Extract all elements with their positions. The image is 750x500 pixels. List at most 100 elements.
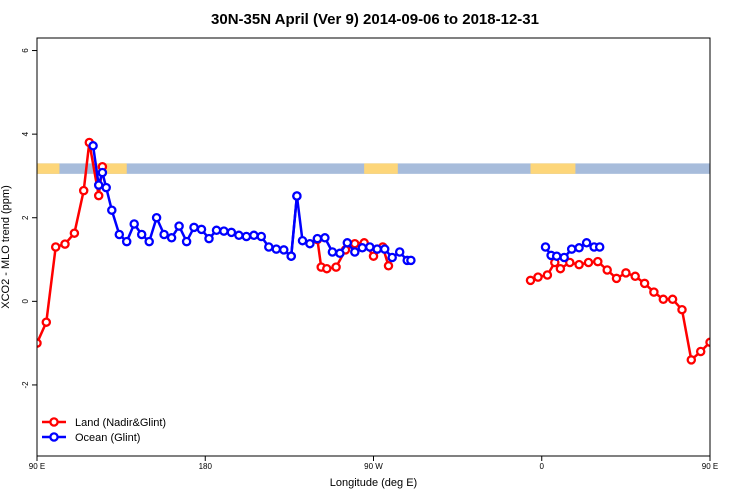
data-point-ocean-0-7 [129, 219, 139, 229]
data-point-ocean-1-2 [297, 235, 308, 246]
x-tick-label-2: 90 W [364, 462, 383, 471]
data-point-ocean-0-21 [234, 230, 244, 241]
land-band-3 [530, 163, 576, 174]
data-point-land-2-23 [731, 241, 738, 248]
data-point-land-2-25 [744, 187, 750, 194]
data-point-ocean-0-19 [219, 226, 229, 236]
data-point-ocean-0-2 [97, 167, 108, 178]
data-point-land-1-7 [368, 251, 379, 261]
data-point-ocean-2-5 [574, 243, 584, 253]
data-point-ocean-0-18 [211, 225, 222, 236]
data-point-land-2-10 [611, 273, 622, 284]
data-point-ocean-1-3 [305, 238, 315, 249]
data-point-ocean-1-8 [342, 238, 353, 248]
data-point-land-2-17 [677, 304, 687, 315]
data-point-ocean-0-24 [256, 231, 267, 242]
data-point-ocean-0-23 [249, 230, 259, 241]
legend-marker-land [49, 417, 59, 427]
data-point-ocean-1-4 [312, 233, 323, 244]
data-point-land-0-4 [69, 228, 80, 238]
data-point-ocean-0-11 [159, 229, 169, 240]
chart-title: 30N-35N April (Ver 9) 2014-09-06 to 2018… [211, 11, 539, 28]
data-point-ocean-0-15 [189, 222, 199, 233]
data-point-land-2-6 [574, 259, 584, 270]
series-layer [37, 137, 750, 365]
data-point-ocean-0-14 [181, 236, 192, 247]
data-point-ocean-1-6 [327, 247, 338, 257]
data-point-ocean-2-8 [594, 242, 605, 252]
y-tick-label-2: 2 [21, 215, 30, 220]
data-point-ocean-1-12 [372, 244, 382, 254]
data-point-ocean-1-15 [394, 247, 405, 257]
data-point-ocean-0-0 [88, 141, 98, 151]
data-point-land-2-12 [630, 271, 640, 282]
data-point-land-1-3 [331, 262, 341, 272]
series-ocean [88, 141, 605, 266]
data-point-ocean-1-17 [406, 255, 416, 266]
data-point-ocean-0-3 [101, 182, 111, 193]
data-point-ocean-1-0 [286, 251, 296, 261]
data-point-ocean-0-20 [226, 227, 237, 238]
data-point-land-2-0 [525, 275, 536, 286]
axes: 90 E 180 90 W 0 90 E -2 0 2 4 6 [21, 48, 718, 471]
data-point-land-1-10 [383, 261, 394, 271]
x-tick-label-1: 180 [199, 462, 213, 471]
y-tick-label-0: -2 [21, 381, 30, 389]
data-point-ocean-0-10 [151, 212, 162, 223]
land-band-1 [93, 163, 127, 174]
legend-label-land: Land (Nadir&Glint) [75, 417, 166, 429]
data-point-land-2-24 [738, 230, 745, 237]
data-point-land-0-5 [78, 185, 89, 196]
data-point-ocean-1-1 [292, 191, 302, 201]
data-point-land-2-21 [716, 320, 723, 327]
data-point-land-0-7 [93, 190, 104, 201]
x-tick-label-3: 0 [540, 462, 545, 471]
data-point-ocean-0-13 [174, 221, 184, 231]
data-point-land-2-18 [686, 355, 697, 365]
data-point-land-0-1 [41, 317, 52, 327]
data-point-land-2-15 [658, 294, 669, 305]
x-tick-label-0: 90 E [29, 462, 45, 471]
data-point-land-2-13 [639, 278, 650, 289]
data-point-ocean-0-5 [114, 229, 125, 240]
data-point-ocean-2-4 [566, 244, 577, 254]
data-point-ocean-0-1 [93, 180, 104, 190]
data-point-ocean-1-7 [335, 248, 345, 259]
data-point-land-1-5 [350, 238, 360, 249]
data-point-land-3-0 [744, 187, 750, 194]
y-tick-label-1: 0 [21, 299, 30, 304]
data-point-ocean-0-9 [144, 236, 154, 247]
data-point-ocean-2-2 [551, 251, 562, 261]
data-point-ocean-2-0 [540, 242, 551, 252]
data-point-land-2-9 [602, 265, 612, 275]
data-point-ocean-2-3 [559, 252, 569, 263]
data-point-ocean-0-6 [121, 236, 132, 247]
data-point-ocean-0-8 [136, 229, 147, 240]
legend-entry-ocean: Ocean (Glint) [42, 432, 140, 444]
data-point-land-2-7 [583, 257, 594, 268]
legend-entry-land: Land (Nadir&Glint) [42, 417, 166, 429]
data-point-ocean-0-16 [196, 224, 207, 235]
data-point-land-2-2 [542, 270, 553, 280]
y-tick-label-3: 4 [21, 131, 30, 136]
data-point-ocean-1-13 [379, 244, 390, 254]
data-point-ocean-1-5 [320, 233, 330, 243]
land-band-0 [37, 163, 60, 174]
data-point-land-2-8 [593, 256, 603, 267]
data-point-land-0-3 [60, 239, 70, 249]
data-point-ocean-0-4 [107, 205, 117, 215]
legend-label-ocean: Ocean (Glint) [75, 432, 140, 444]
land-band-4 [714, 163, 740, 173]
data-point-ocean-1-9 [350, 247, 360, 257]
data-point-ocean-0-22 [241, 231, 252, 242]
data-point-ocean-0-27 [279, 245, 289, 255]
data-point-land-2-1 [533, 272, 543, 282]
data-point-ocean-1-14 [387, 252, 397, 263]
data-point-land-2-5 [565, 257, 575, 268]
x-tick-label-4: 90 E [702, 462, 718, 471]
y-tick-label-4: 6 [21, 48, 30, 53]
legend: Land (Nadir&Glint) Ocean (Glint) [42, 417, 166, 444]
data-point-ocean-1-10 [357, 243, 368, 253]
land-band-2 [364, 163, 398, 174]
